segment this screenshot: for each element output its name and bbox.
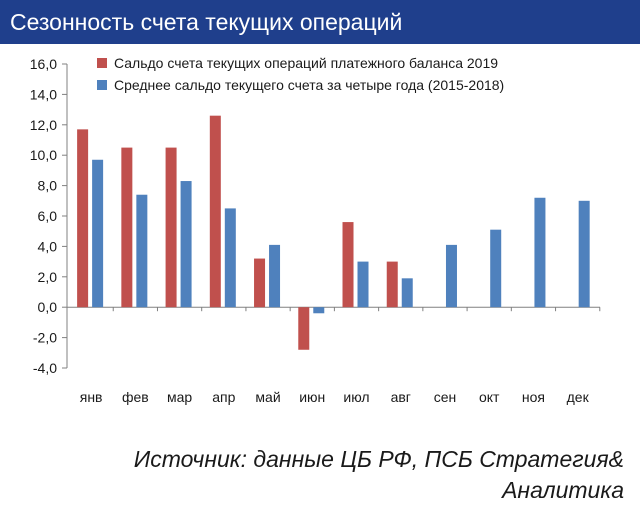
- y-tick-label: -4,0: [33, 360, 57, 376]
- bar: [578, 200, 590, 308]
- x-tick-label: апр: [212, 389, 235, 405]
- bar: [401, 278, 413, 308]
- x-tick-label: май: [255, 389, 280, 405]
- chart-title: Сезонность счета текущих операций: [0, 0, 640, 44]
- category-labels: янв фев мар апр май июн июл авг сен окт ноя дек: [80, 389, 590, 405]
- x-tick-label: дек: [567, 389, 590, 405]
- bar: [165, 147, 177, 308]
- bar: [224, 208, 236, 308]
- x-tick-label: ноя: [522, 389, 545, 405]
- x-tick-label: окт: [479, 389, 500, 405]
- bar: [209, 115, 221, 308]
- bar: [298, 307, 310, 350]
- bar: [445, 244, 457, 308]
- bar: [386, 261, 398, 308]
- source-note: Источник: данные ЦБ РФ, ПСБ Стратегия& А…: [133, 446, 624, 503]
- y-tick-label: 10,0: [30, 147, 57, 163]
- legend-swatch: [97, 58, 107, 68]
- bars: [77, 115, 590, 350]
- x-tick-label: июл: [343, 389, 369, 405]
- bar: [121, 147, 133, 308]
- x-tick-label: июн: [299, 389, 325, 405]
- bar: [254, 258, 266, 308]
- bar: [180, 181, 192, 308]
- y-tick-label: 16,0: [30, 56, 57, 72]
- y-tick-label: 6,0: [38, 208, 58, 224]
- bar: [136, 194, 148, 308]
- legend: Сальдо счета текущих операций платежного…: [97, 55, 504, 93]
- y-tick-label: 8,0: [38, 178, 58, 194]
- y-tick-label: 2,0: [38, 269, 58, 285]
- y-tick-label: 14,0: [30, 86, 57, 102]
- y-tick-label: 0,0: [38, 299, 58, 315]
- x-tick-label: мар: [167, 389, 192, 405]
- y-tick-labels: 16,0 14,0 12,0 10,0 8,0 6,0 4,0 2,0 0,0 -2,0 -4,0: [30, 56, 57, 376]
- bar: [269, 244, 281, 308]
- bar: [490, 229, 502, 308]
- bar-chart: 16,014,012,010,08,06,04,02,00,0-2,0-4,0 …: [30, 55, 601, 405]
- bar: [92, 159, 104, 308]
- y-tick-label: 4,0: [38, 238, 58, 254]
- bar: [77, 129, 89, 308]
- bar: [342, 222, 354, 308]
- y-tick-label: -2,0: [33, 330, 57, 346]
- bar: [357, 261, 369, 308]
- axes: [62, 63, 601, 369]
- y-tick-label: 12,0: [30, 117, 57, 133]
- x-tick-label: янв: [80, 389, 103, 405]
- x-tick-label: авг: [391, 389, 411, 405]
- x-tick-label: фев: [122, 389, 149, 405]
- x-tick-label: сен: [434, 389, 457, 405]
- bar: [534, 197, 546, 308]
- legend-label: Среднее сальдо текущего счета за четыре …: [114, 77, 504, 93]
- legend-label: Сальдо счета текущих операций платежного…: [114, 55, 498, 71]
- legend-swatch: [97, 80, 107, 90]
- bar: [313, 307, 325, 314]
